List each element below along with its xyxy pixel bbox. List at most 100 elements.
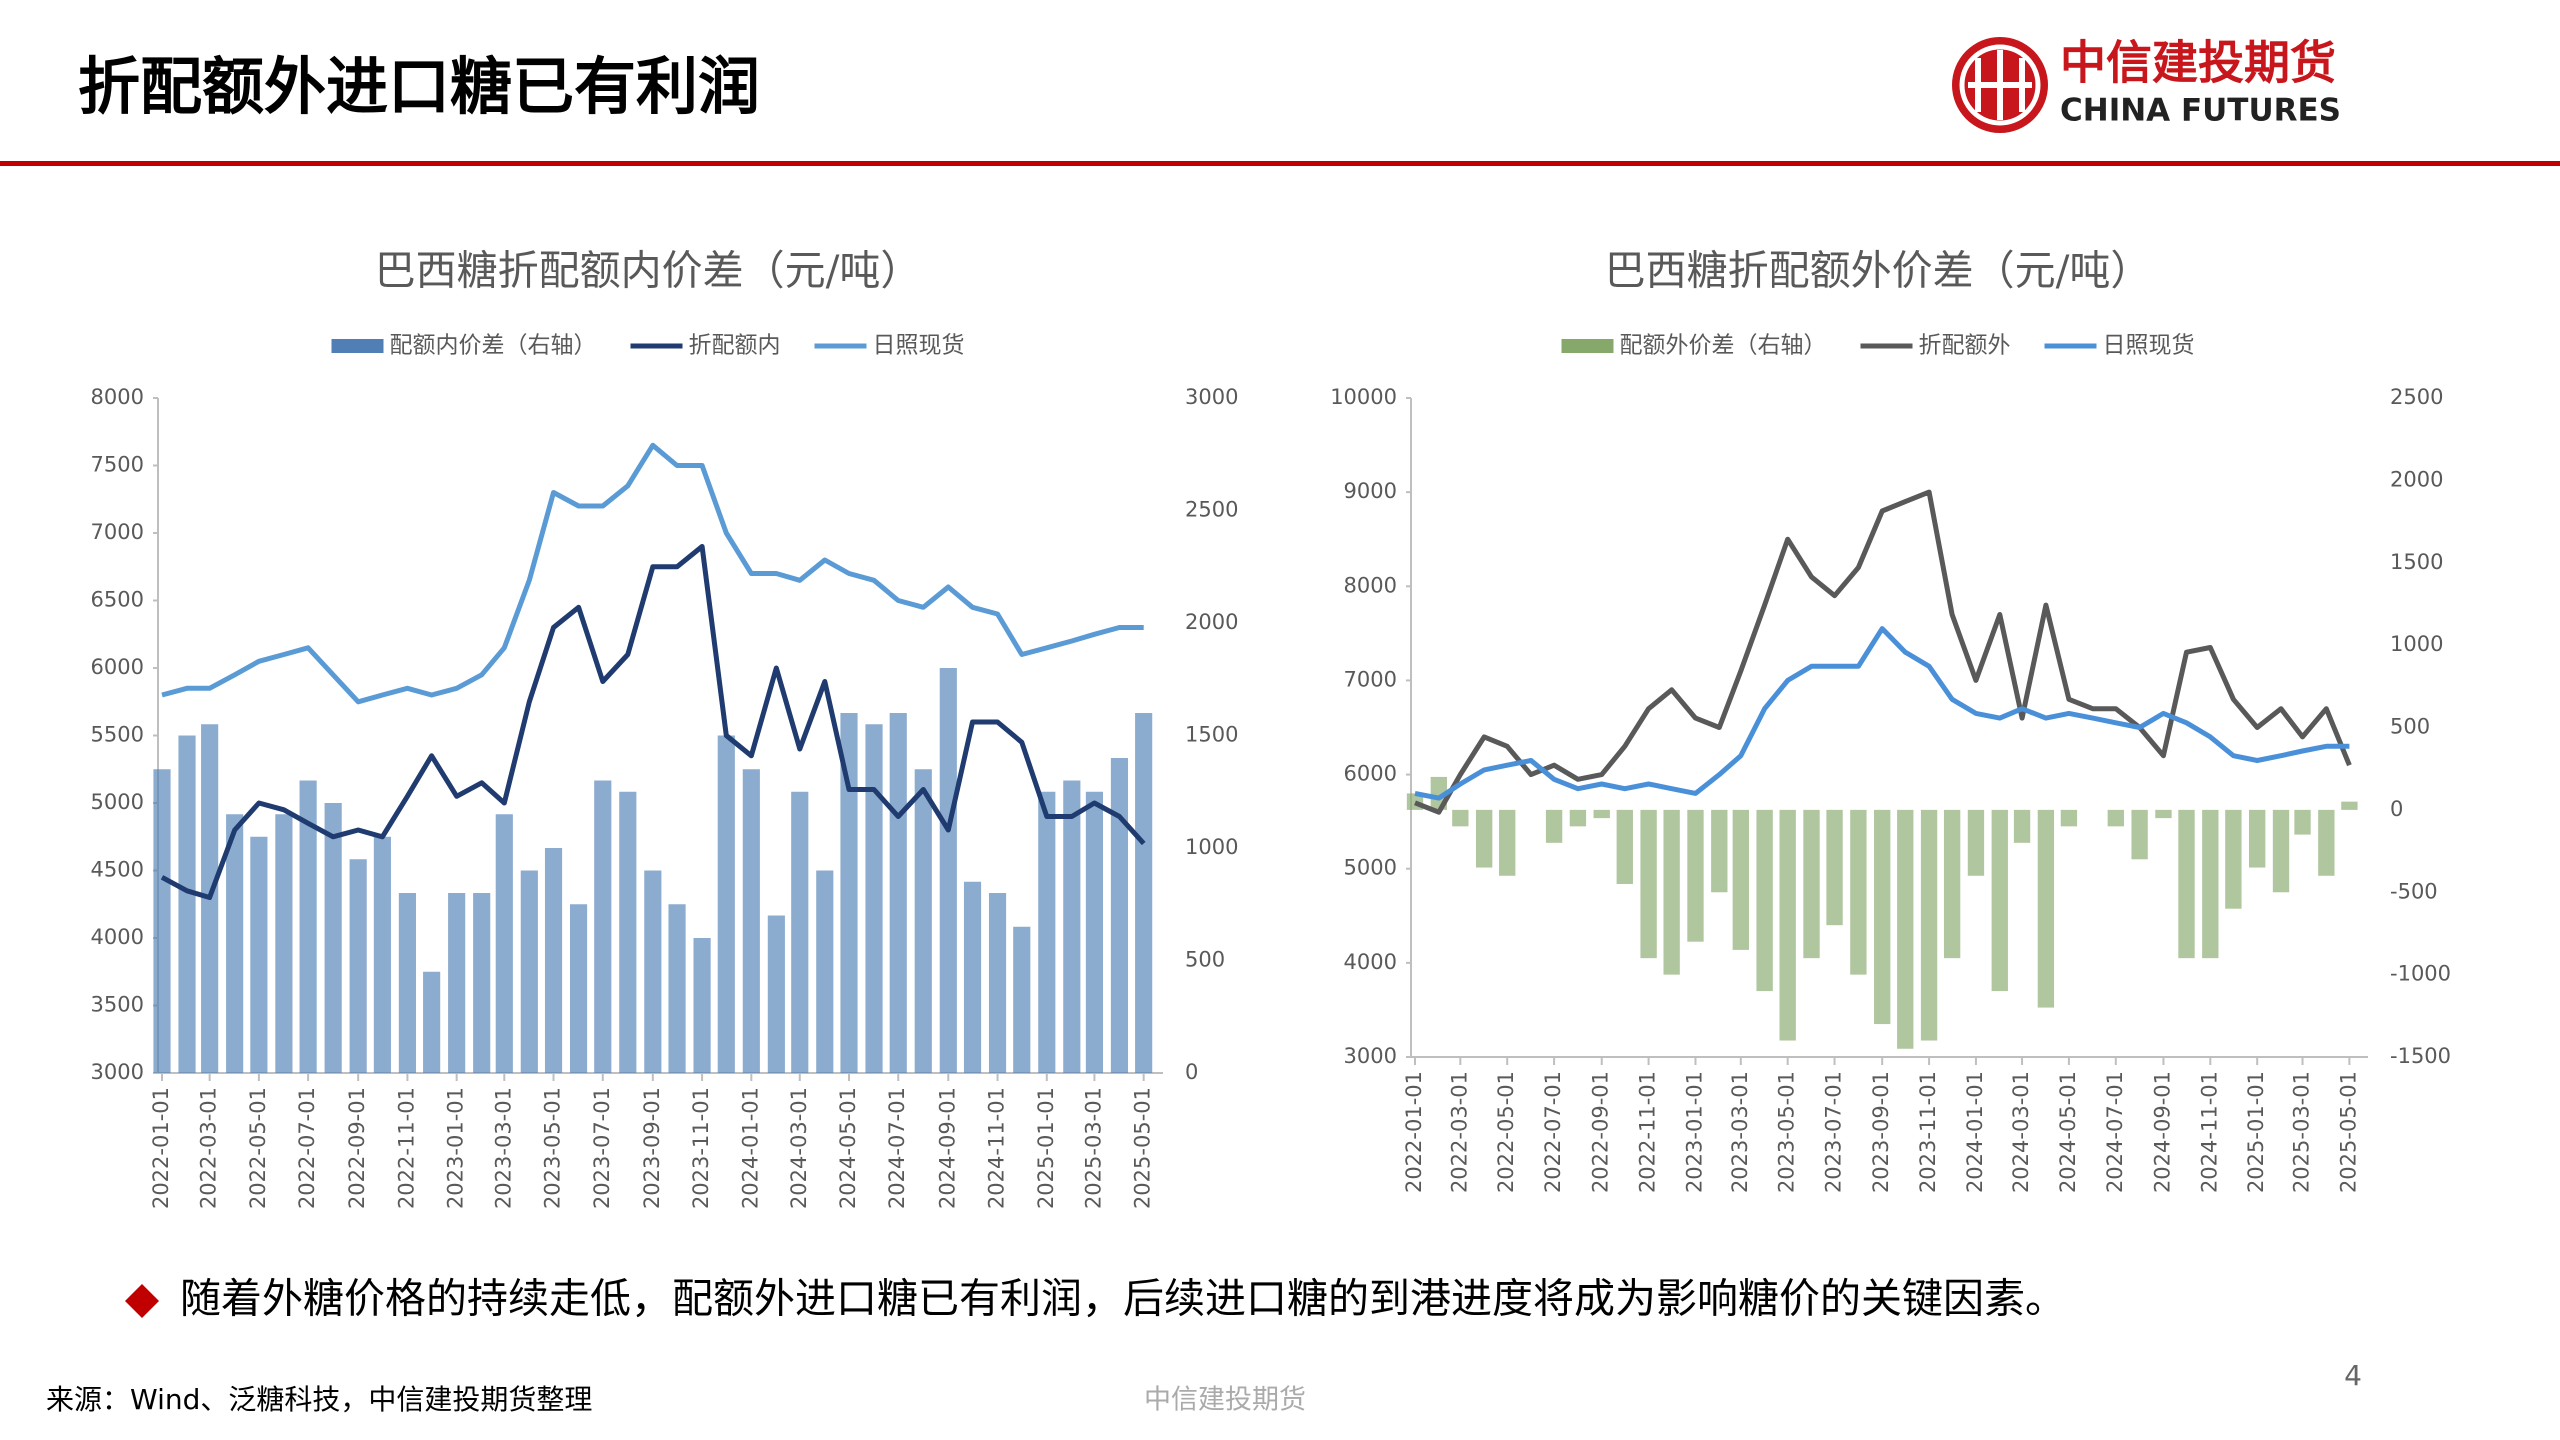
bar (448, 893, 466, 1073)
x-tick-label: 2023-09-01 (640, 1087, 664, 1209)
legend-label: 配额内价差（右轴） (390, 333, 597, 359)
x-tick-label: 2022-11-01 (394, 1087, 418, 1209)
x-tick-label: 2024-01-01 (738, 1087, 762, 1209)
bar (1803, 809, 1820, 959)
bar (1452, 809, 1469, 827)
legend-swatch (331, 339, 384, 353)
chart-title: 巴西糖折配额内价差（元/吨） (375, 247, 922, 295)
y-tick-label: 4000 (1344, 950, 1397, 974)
x-tick-label: 2024-07-01 (885, 1087, 909, 1209)
y-tick-label: 8000 (1344, 573, 1397, 597)
bar (2178, 809, 2195, 959)
bar (544, 848, 563, 1073)
bar (1850, 809, 1867, 975)
source: 来源：Wind、泛糖科技，中信建投期货整理 (46, 1383, 592, 1416)
bar (1732, 809, 1749, 950)
x-tick-label: 2025-01-01 (1034, 1087, 1058, 1209)
y2-tick-label: 1000 (2390, 632, 2443, 656)
x-tick-label: 2024-11-01 (2197, 1071, 2221, 1193)
y-tick-label: 5000 (91, 790, 144, 814)
bar (2202, 809, 2219, 959)
bar (1135, 713, 1153, 1073)
bar (473, 893, 491, 1073)
bar (2294, 809, 2311, 835)
legend-label: 折配额外 (1919, 333, 2011, 359)
bar (767, 915, 785, 1073)
bar (178, 735, 196, 1073)
bar (1991, 809, 2008, 992)
x-tick-label: 2025-01-01 (2244, 1071, 2268, 1193)
bar (1920, 809, 1938, 1041)
x-tick-label: 2023-03-01 (491, 1087, 515, 1209)
bar (1063, 780, 1081, 1073)
x-tick-label: 2022-07-01 (295, 1087, 319, 1209)
legend-label: 配额外价差（右轴） (1620, 333, 1827, 359)
y-tick-label: 7000 (91, 520, 144, 544)
line (1414, 489, 2352, 815)
y-tick-label: 3000 (91, 1060, 144, 1084)
bar (250, 836, 268, 1073)
y2-tick-label: 2500 (1185, 498, 1238, 522)
bar (619, 791, 637, 1073)
bar (1110, 758, 1129, 1073)
bar (1663, 809, 1680, 975)
x-tick-label: 2025-03-01 (2290, 1071, 2314, 1193)
bar (668, 904, 686, 1073)
x-tick-label: 2023-03-01 (1728, 1071, 1752, 1193)
y-tick-label: 4000 (91, 925, 144, 949)
x-tick-label: 2024-05-01 (2056, 1071, 2080, 1193)
x-tick-label: 2023-09-01 (1869, 1071, 1893, 1193)
y-tick-label: 4500 (91, 858, 144, 882)
bar (2107, 809, 2124, 827)
y-tick-label: 3000 (1344, 1044, 1397, 1068)
footer: 中信建投期货 (1144, 1385, 1306, 1416)
title-rule (0, 161, 2560, 166)
legend-label: 折配额内 (689, 333, 781, 359)
bar (816, 870, 834, 1073)
y-tick-label: 10000 (1330, 385, 1397, 409)
x-tick-label: 2022-07-01 (1541, 1071, 1565, 1193)
legend: 配额外价差（右轴） 折配额外 日照现货 (1561, 333, 2195, 359)
bar (1943, 809, 1961, 959)
bar (594, 780, 612, 1073)
bar (324, 803, 342, 1073)
bar (717, 735, 735, 1073)
bar (2272, 809, 2290, 893)
chart: 巴西糖折配额外价差（元/吨） 配额外价差（右轴） 折配额外 日照现货 3000 4000 5… (1330, 247, 2451, 1194)
x-tick-label: 2022-01-01 (1402, 1071, 1426, 1193)
x-tick-label: 2022-01-01 (149, 1087, 173, 1209)
bar (1038, 791, 1056, 1073)
bar (569, 904, 588, 1073)
bar (791, 791, 809, 1073)
bar (2225, 809, 2242, 909)
bar (865, 724, 883, 1073)
logo-en: CHINA FUTURES (2060, 93, 2341, 129)
bar (1897, 809, 1914, 1049)
x-tick-label: 2023-07-01 (1822, 1071, 1846, 1193)
logo-cn: 中信建投期货 (2060, 36, 2336, 90)
bar (349, 859, 367, 1073)
x-tick-label: 2023-11-01 (1916, 1071, 1940, 1193)
bar (742, 769, 760, 1073)
slide-title: 折配额外进口糖已有利润 (78, 50, 760, 123)
y-tick-label: 5500 (91, 723, 144, 747)
bar (275, 814, 293, 1073)
x-tick-label: 2023-01-01 (1682, 1071, 1706, 1193)
bar (939, 668, 957, 1073)
y2-tick-label: 3000 (1185, 385, 1238, 409)
bar (1085, 791, 1103, 1073)
bar (2037, 809, 2055, 1008)
x-tick-label: 2024-01-01 (1963, 1071, 1987, 1193)
logo: 中信建投期货 CHINA FUTURES (1952, 36, 2341, 133)
x-tick-label: 2025-05-01 (1131, 1087, 1155, 1209)
y2-tick-label: 2000 (1185, 610, 1238, 634)
bar (840, 713, 858, 1073)
bar (2341, 801, 2358, 810)
y2-tick-label: 1000 (1185, 835, 1238, 859)
bar (299, 780, 317, 1073)
line (160, 544, 1146, 900)
bar (1499, 809, 1516, 876)
bar (1874, 809, 1891, 1025)
x-tick-label: 2023-01-01 (444, 1087, 468, 1209)
bar (495, 814, 513, 1073)
